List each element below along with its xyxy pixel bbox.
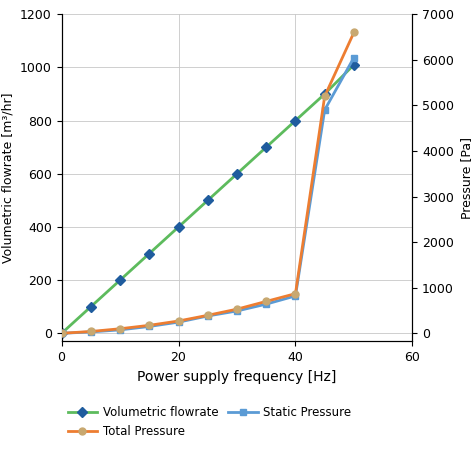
- Volumetric flowrate: [59, 330, 64, 336]
- Volumetric flowrate: [146, 251, 152, 256]
- Volumetric flowrate: [88, 304, 94, 310]
- Line: Static Pressure: Static Pressure: [58, 54, 357, 337]
- X-axis label: Power supply frequency [Hz]: Power supply frequency [Hz]: [137, 370, 337, 383]
- Static Pressure: [234, 308, 240, 314]
- Total Pressure: [264, 299, 269, 304]
- Total Pressure: [322, 93, 328, 99]
- Static Pressure: [88, 329, 94, 335]
- Static Pressure: [176, 319, 182, 325]
- Line: Volumetric flowrate: Volumetric flowrate: [58, 61, 357, 337]
- Volumetric flowrate: [264, 144, 269, 150]
- Static Pressure: [117, 327, 123, 333]
- Static Pressure: [146, 324, 152, 329]
- Static Pressure: [292, 293, 298, 299]
- Volumetric flowrate: [176, 224, 182, 230]
- Static Pressure: [59, 330, 64, 336]
- Total Pressure: [205, 312, 210, 318]
- Volumetric flowrate: [205, 198, 210, 203]
- Total Pressure: [234, 306, 240, 312]
- Static Pressure: [351, 55, 357, 60]
- Legend: Volumetric flowrate, Total Pressure, Static Pressure: Volumetric flowrate, Total Pressure, Sta…: [67, 406, 352, 438]
- Volumetric flowrate: [234, 171, 240, 177]
- Total Pressure: [88, 328, 94, 334]
- Y-axis label: Volumetric flowrate [m³/hr]: Volumetric flowrate [m³/hr]: [1, 92, 15, 263]
- Total Pressure: [146, 322, 152, 328]
- Total Pressure: [351, 29, 357, 35]
- Static Pressure: [322, 107, 328, 113]
- Volumetric flowrate: [292, 118, 298, 123]
- Volumetric flowrate: [351, 62, 357, 68]
- Static Pressure: [264, 301, 269, 307]
- Total Pressure: [59, 330, 64, 336]
- Total Pressure: [117, 326, 123, 332]
- Total Pressure: [176, 318, 182, 324]
- Volumetric flowrate: [322, 91, 328, 97]
- Line: Total Pressure: Total Pressure: [58, 29, 357, 337]
- Static Pressure: [205, 313, 210, 319]
- Y-axis label: Pressure [Pa]: Pressure [Pa]: [460, 137, 473, 219]
- Total Pressure: [292, 291, 298, 297]
- Volumetric flowrate: [117, 277, 123, 283]
